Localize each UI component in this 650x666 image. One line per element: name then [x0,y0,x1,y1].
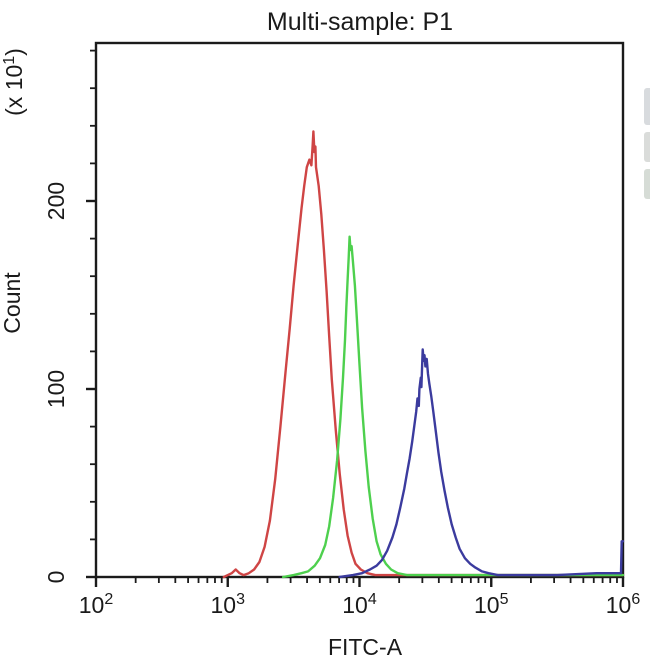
y-tick-label: 0 [43,571,69,584]
chart-title: Multi-sample: P1 [267,8,453,36]
plot-frame [94,41,625,579]
y-axis-ticks [86,49,96,579]
x-tick-label: 105 [474,591,509,618]
y-axis-label: Count [0,272,25,334]
histogram-curves [222,130,625,579]
x-tick-label: 102 [79,591,114,618]
x-tick-label: 106 [606,591,641,618]
y-axis-scale-label: (x 101) [1,48,27,116]
y-axis-tick-labels: 0 100 200 [43,182,69,584]
y-tick-label: 100 [43,370,69,408]
x-axis-ticks [94,577,625,587]
cropped-legend-swatch [644,169,650,199]
histogram-curve-green [281,235,625,579]
cropped-legend-swatch [644,88,650,125]
y-tick-label: 200 [43,182,69,220]
x-tick-label: 104 [342,591,377,618]
cropped-legend-swatch [644,132,650,162]
x-axis-tick-labels: 102 103 104 105 106 [79,591,641,618]
histogram-curve-red [222,130,625,579]
histogram-curve-blue [338,348,625,579]
x-tick-label: 103 [211,591,246,618]
x-axis-label: FITC-A [328,634,403,660]
cropped-legend-fragment [644,88,650,199]
